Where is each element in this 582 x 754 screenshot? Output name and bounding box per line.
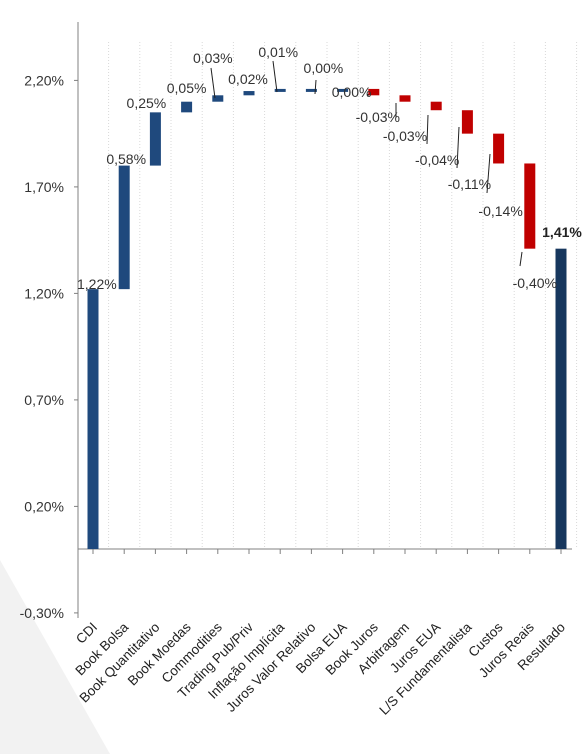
data-label-inflacao-implicita: 0,01% (258, 44, 298, 60)
y-tick-label: 0,70% (24, 392, 64, 408)
data-label-book-moedas: 0,05% (167, 80, 207, 96)
bar-juros-eua (430, 101, 442, 111)
leader-line (456, 126, 460, 169)
leader-line (272, 60, 278, 93)
label-layer: 1,22% 0,58% 0,25%0,05% 0,03% 0,02% 0,01% 0,00%… (77, 44, 582, 292)
data-label-trading-pub-priv: 0,02% (228, 71, 268, 87)
y-tick-label: 0,20% (24, 498, 64, 514)
bar-commodities (212, 95, 224, 102)
bar-layer (87, 88, 567, 550)
data-label-book-bolsa: 0,58% (106, 151, 146, 167)
data-label-arbitragem: -0,03% (383, 128, 427, 144)
bar-custos (493, 133, 505, 164)
leader-line (314, 79, 317, 95)
bar-juros-valor-relativo (305, 88, 317, 92)
leader-line (519, 251, 523, 267)
bar-book-quantitativo (149, 112, 161, 166)
data-label-bolsa-eua: 0,00% (332, 84, 372, 100)
data-label-book-juros: -0,03% (356, 109, 400, 125)
bar-l-s-fundamentalista (461, 110, 473, 134)
leader-line (486, 153, 491, 194)
data-label-juros-reais: -0,40% (513, 275, 557, 291)
y-tick-label: 1,70% (24, 179, 64, 195)
data-label-book-quantitativo: 0,25% (127, 95, 167, 111)
data-label-cdi: 1,22% (77, 276, 117, 292)
category-label-cdi: CDI (73, 620, 100, 647)
data-label-commodities: 0,03% (193, 50, 233, 66)
bar-arbitragem (399, 95, 411, 102)
bar-bolsa-eua (337, 88, 349, 92)
data-label-resultado: 1,41% (542, 224, 582, 240)
leader-line (210, 67, 216, 99)
data-label-juros-valor-relativo: 0,00% (304, 60, 344, 76)
data-label-juros-eua: -0,04% (415, 152, 459, 168)
bar-resultado (555, 248, 567, 550)
bar-book-bolsa (118, 165, 130, 290)
bar-book-juros (368, 88, 380, 96)
y-tick-label: 2,20% (24, 72, 64, 88)
leader-line (426, 114, 429, 145)
background-watermark (0, 560, 110, 754)
grid-layer (108, 42, 578, 549)
bar-juros-reais (524, 163, 536, 249)
bar-trading-pub-priv (243, 91, 255, 96)
y-tick-label: -0,30% (20, 605, 64, 621)
bar-book-moedas (181, 101, 193, 113)
bar-inflacao-implicita (274, 88, 286, 92)
y-tick-label: 1,20% (24, 285, 64, 301)
leader-layer (210, 60, 523, 267)
data-label-custos: -0,14% (478, 203, 522, 219)
data-label-l-s-fundamentalista: -0,11% (448, 176, 491, 192)
bar-cdi (87, 289, 99, 549)
